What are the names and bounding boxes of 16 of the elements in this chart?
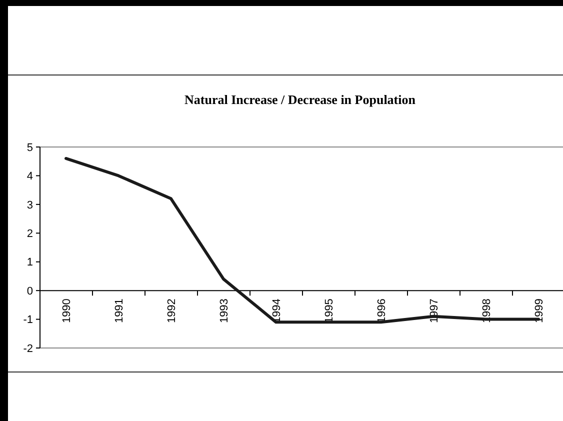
y-tick-label: 3 bbox=[26, 199, 33, 212]
y-tick-label: 0 bbox=[26, 285, 33, 298]
x-tick-label: 1996 bbox=[376, 298, 388, 324]
chart-title: Natural Increase / Decrease in Population bbox=[184, 92, 416, 107]
x-tick-label: 1991 bbox=[113, 298, 126, 324]
x-tick-label: 1992 bbox=[166, 298, 178, 324]
y-tick-label: 5 bbox=[26, 142, 33, 154]
x-tick-label: 1999 bbox=[533, 298, 546, 324]
y-tick-label: 1 bbox=[26, 256, 33, 269]
x-tick-label: 1995 bbox=[323, 298, 336, 324]
x-tick-label: 1990 bbox=[60, 298, 73, 324]
y-tick-label: 2 bbox=[26, 228, 33, 240]
y-tick-label: -2 bbox=[23, 342, 33, 355]
x-tick-label: 1993 bbox=[218, 298, 230, 324]
y-tick-label: 4 bbox=[26, 170, 33, 183]
y-tick-label: -1 bbox=[23, 314, 33, 326]
